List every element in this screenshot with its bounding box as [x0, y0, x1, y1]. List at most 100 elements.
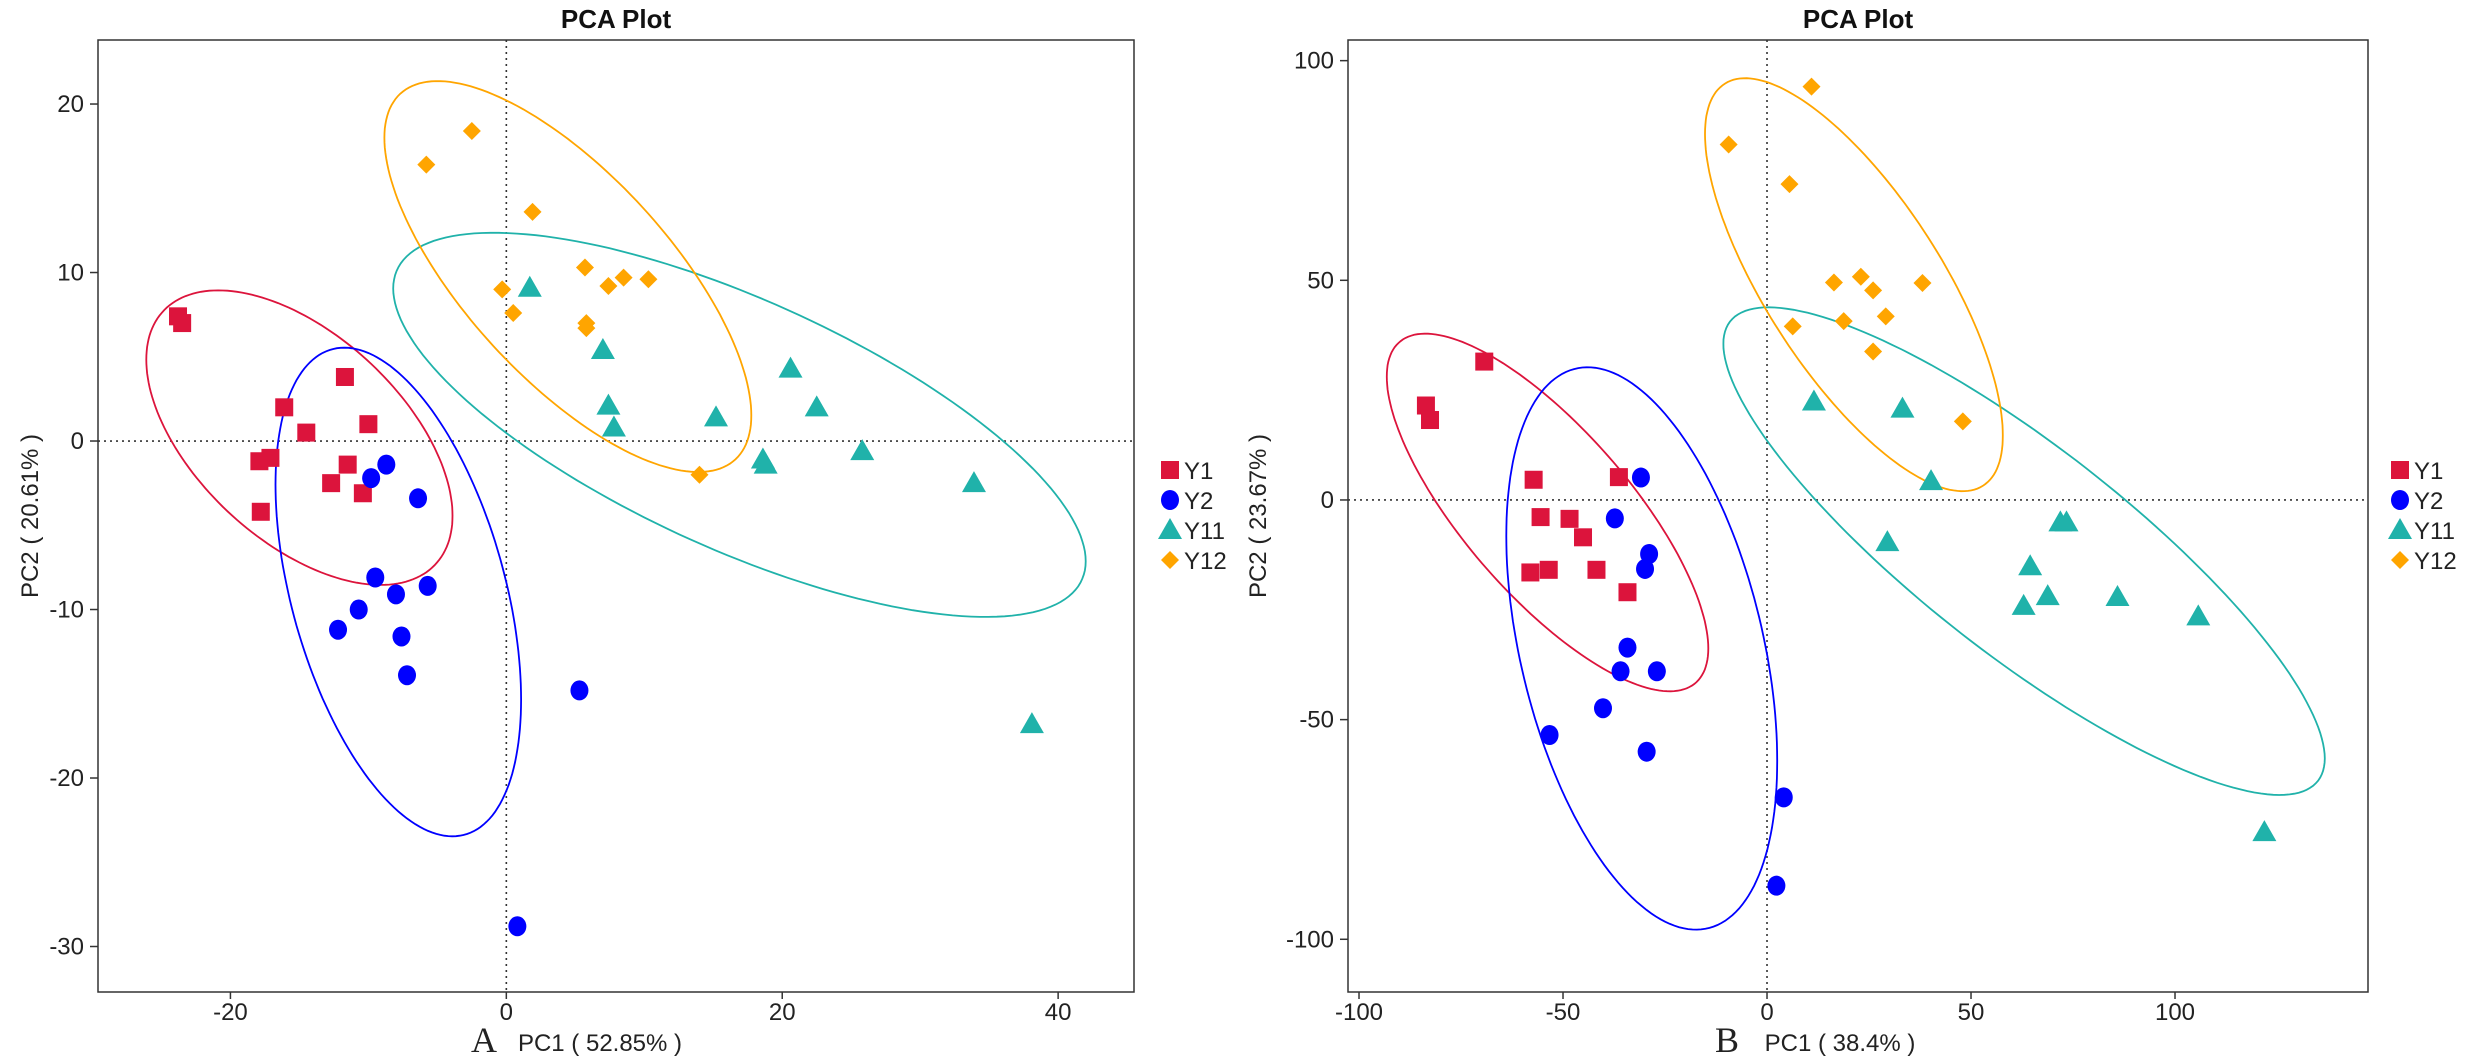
data-point-y2 — [1594, 698, 1612, 719]
data-point-y1 — [1416, 396, 1435, 415]
plot-frame — [97, 39, 1135, 993]
data-point-y11 — [2011, 593, 2036, 615]
data-point-y2 — [349, 599, 368, 620]
data-point-y12 — [417, 155, 436, 174]
data-point-y2 — [1636, 558, 1655, 579]
x-tick-label: 50 — [1958, 999, 1985, 1026]
data-point-y1 — [261, 448, 280, 467]
data-point-y12 — [577, 319, 596, 338]
series-y2 — [1540, 467, 1793, 896]
data-point-y11 — [2035, 584, 2060, 606]
y-tick-label: -30 — [49, 934, 84, 961]
series-y12 — [1719, 77, 1972, 431]
x-tick-label: -50 — [1546, 999, 1581, 1026]
data-point-y2 — [1605, 508, 1624, 529]
data-point-y12 — [614, 268, 633, 287]
legend: Y1 Y2 Y11 Y12 — [2388, 458, 2457, 575]
data-point-y1 — [275, 398, 294, 417]
legend-marker-y1 — [1161, 461, 1179, 479]
data-point-y2 — [377, 454, 396, 475]
y-tick-label: 0 — [71, 428, 84, 455]
data-point-y11 — [1801, 389, 1826, 411]
data-point-y1 — [1531, 508, 1550, 527]
data-point-y12 — [462, 121, 481, 140]
confidence-ellipse-y2 — [1505, 366, 1779, 931]
data-point-y12 — [599, 277, 618, 296]
y-tick-label: -100 — [1286, 926, 1334, 953]
data-point-y12 — [1953, 412, 1972, 431]
data-point-y1 — [1587, 560, 1606, 579]
x-tick-label: -100 — [1335, 999, 1383, 1026]
data-point-y11 — [804, 395, 829, 417]
legend-label: Y12 — [1184, 548, 1227, 575]
data-point-y1 — [359, 415, 378, 434]
data-point-y11 — [601, 415, 626, 437]
data-point-y11 — [596, 393, 621, 415]
data-point-y11 — [1919, 469, 1944, 491]
data-point-y2 — [418, 575, 437, 596]
data-point-y2 — [386, 584, 405, 605]
data-point-y12 — [639, 270, 658, 289]
confidence-ellipse-y12 — [383, 80, 753, 473]
y-tick-label: 10 — [57, 260, 84, 287]
legend-marker-y11 — [2388, 518, 2412, 539]
legend-marker-y12 — [2391, 551, 2409, 569]
x-tick-label: 0 — [1760, 999, 1773, 1026]
panel-label: B — [1715, 1020, 1739, 1056]
data-point-y2 — [1611, 661, 1630, 682]
legend-label: Y12 — [2414, 548, 2457, 575]
x-tick-label: 100 — [2155, 999, 2195, 1026]
legend-marker-y12 — [1161, 551, 1179, 569]
data-point-y12 — [523, 202, 542, 221]
data-point-y11 — [778, 356, 803, 378]
plot-frame — [1347, 39, 2369, 993]
data-point-y12 — [1780, 175, 1799, 194]
series-y2 — [329, 454, 589, 937]
data-point-y1 — [1524, 470, 1543, 489]
data-point-y12 — [690, 465, 709, 484]
data-point-y12 — [1864, 281, 1883, 300]
data-point-y1 — [251, 502, 270, 521]
chart-title: PCA Plot — [1803, 4, 1914, 34]
y-tick-label: -20 — [49, 765, 84, 792]
data-point-y2 — [366, 567, 385, 588]
data-point-y12 — [504, 303, 523, 322]
confidence-ellipse-y11 — [392, 231, 1087, 618]
y-axis-label: PC2 ( 20.61% ) — [17, 434, 44, 598]
y-tick-label: 20 — [57, 91, 84, 118]
data-point-y1 — [1560, 509, 1579, 528]
data-point-y12 — [575, 258, 594, 277]
data-point-y12 — [493, 280, 512, 299]
data-point-y12 — [1913, 273, 1932, 292]
data-point-y2 — [1637, 741, 1656, 762]
panel-label: A — [471, 1020, 497, 1056]
data-point-y12 — [1876, 307, 1895, 326]
y-tick-label: 100 — [1294, 48, 1334, 75]
data-point-y2 — [1647, 661, 1666, 682]
data-point-y2 — [508, 916, 527, 937]
x-axis-label: PC1 ( 52.85% ) — [518, 1030, 682, 1056]
series-y1 — [1416, 352, 1637, 602]
data-point-y12 — [1802, 77, 1821, 96]
data-point-y1 — [1421, 411, 1440, 430]
data-point-y1 — [297, 423, 316, 442]
data-point-y2 — [1767, 875, 1786, 896]
data-point-y11 — [961, 471, 986, 493]
data-point-y1 — [1539, 560, 1558, 579]
data-point-y2 — [570, 680, 589, 701]
data-point-y1 — [322, 474, 341, 493]
data-point-y1 — [173, 314, 192, 333]
data-point-y11 — [850, 439, 875, 461]
data-point-y12 — [1783, 317, 1802, 336]
series-y11 — [517, 275, 1044, 734]
data-point-y11 — [2186, 604, 2211, 626]
y-tick-label: -50 — [1299, 707, 1334, 734]
legend-marker-y11 — [1158, 518, 1182, 539]
legend-marker-y2 — [1161, 490, 1179, 510]
x-tick-label: -20 — [213, 999, 248, 1026]
legend-label: Y11 — [1184, 518, 1225, 545]
data-point-y11 — [2252, 820, 2277, 842]
y-tick-label: 50 — [1307, 267, 1334, 294]
data-point-y11 — [1875, 530, 1900, 552]
